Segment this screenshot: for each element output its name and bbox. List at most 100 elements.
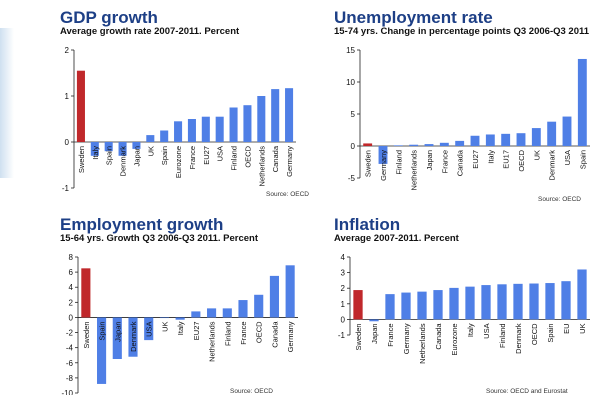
panel-inflation: Inflation Average 2007-2011. Percent -1 0… <box>334 215 600 395</box>
category-label: UK <box>160 321 169 331</box>
category-label: Italy <box>486 150 495 164</box>
bar-canada <box>271 89 280 142</box>
bar-usa <box>481 285 491 320</box>
bar-spain <box>160 130 169 142</box>
category-label: Sweden <box>77 146 86 173</box>
bar-sweden <box>363 143 373 146</box>
bar-oecd <box>529 283 539 320</box>
bar-denmark <box>513 283 523 320</box>
category-label: Italy <box>91 146 100 160</box>
category-label: OECD <box>255 321 264 343</box>
category-label: France <box>239 321 248 344</box>
y-tick-label: -2 <box>66 329 74 338</box>
category-label: Denmark <box>514 323 523 354</box>
bar-uk <box>159 317 169 319</box>
category-label: USA <box>563 150 572 165</box>
bar-usa <box>562 116 572 146</box>
y-tick-label: 8 <box>69 253 74 262</box>
bar-canada <box>269 275 279 318</box>
category-label: France <box>440 150 449 173</box>
category-label: UK <box>578 323 587 333</box>
category-label: Canada <box>434 323 443 350</box>
bar-usa <box>144 317 154 341</box>
bar-italy <box>175 317 185 320</box>
y-tick-label: 2 <box>69 298 74 307</box>
category-label: EU27 <box>471 150 480 169</box>
bar-italy <box>485 134 495 146</box>
bar-sweden <box>353 290 363 320</box>
y-tick-label: 6 <box>69 268 74 277</box>
bar-france <box>187 119 196 142</box>
bar-germany <box>401 292 411 320</box>
chart-inflation: -1 0 1 2 3 4 Sweden Japan France Germany Netherlan… <box>338 253 590 364</box>
category-label: Japan <box>113 321 122 341</box>
chart-unemployment-rate: -5 0 5 10 15 Sweden Germany Finland Netherlands J… <box>346 46 590 191</box>
category-label: Sweden <box>82 321 91 348</box>
bar-japan <box>132 142 141 149</box>
y-tick-label: 2 <box>65 46 70 55</box>
category-label: Canada <box>271 145 280 172</box>
chart-subtitle: 15-74 yrs. Change in percentage points Q… <box>334 26 590 37</box>
chart-title: GDP growth <box>60 8 158 27</box>
category-label: USA <box>145 321 154 336</box>
category-label: Sweden <box>364 150 373 177</box>
y-tick-label: 4 <box>69 283 74 292</box>
category-label: Eurozone <box>450 323 459 355</box>
category-label: Netherlands <box>208 321 217 362</box>
bar-germany <box>378 146 388 164</box>
category-label: France <box>386 323 395 346</box>
category-label: Finland <box>498 323 507 348</box>
chart-title: Employment growth <box>60 215 224 234</box>
bar-uk <box>146 135 155 142</box>
y-tick-label: -4 <box>66 344 74 353</box>
bar-denmark <box>118 142 127 156</box>
y-tick-label: 3 <box>341 269 346 278</box>
bar-oecd <box>243 105 252 142</box>
y-tick-label: -10 <box>61 389 73 395</box>
bar-finland <box>497 284 507 320</box>
panel-gdp-growth: GDP growth Average growth rate 2007-2011… <box>60 8 310 198</box>
bar-eu27 <box>201 116 210 142</box>
category-label: Spain <box>546 323 555 342</box>
category-label: EU <box>562 323 571 333</box>
category-label: OECD <box>530 323 539 345</box>
y-tick-label: -5 <box>348 174 356 183</box>
category-label: Spain <box>105 146 114 165</box>
category-label: Sweden <box>354 323 363 350</box>
y-tick-label: 10 <box>346 78 355 87</box>
bar-spain <box>97 317 107 384</box>
bar-france <box>439 142 449 146</box>
category-label: Netherlands <box>410 150 419 191</box>
category-label: Japan <box>425 150 434 170</box>
category-label: USA <box>216 146 225 161</box>
y-tick-label: 1 <box>65 92 70 101</box>
bar-eurozone <box>449 287 459 320</box>
category-label: Finland <box>394 150 403 175</box>
y-tick-label: 0 <box>341 315 346 324</box>
category-label: Netherlands <box>257 146 266 187</box>
category-label: Denmark <box>129 321 138 352</box>
category-label: France <box>188 146 197 169</box>
category-label: UK <box>532 150 541 160</box>
bar-japan <box>424 144 434 146</box>
y-tick-label: -1 <box>338 331 346 340</box>
category-label: Spain <box>160 146 169 165</box>
category-label: UK <box>146 146 155 156</box>
bar-sweden <box>76 70 85 142</box>
category-label: Eurozone <box>174 146 183 178</box>
category-label: Italy <box>176 321 185 335</box>
category-label: Germany <box>379 150 388 181</box>
bar-france <box>238 300 248 318</box>
category-label: Canada <box>456 149 465 176</box>
chart-source: Source: OECD <box>538 196 581 203</box>
bar-eu27 <box>470 135 480 146</box>
bar-netherlands <box>417 291 427 320</box>
y-tick-label: -6 <box>66 359 74 368</box>
bar-canada <box>433 290 443 320</box>
y-tick-label: -8 <box>66 374 74 383</box>
y-tick-label: 0 <box>351 142 356 151</box>
chart-subtitle: 15-64 yrs. Growth Q3 2006-Q3 2011. Perce… <box>60 233 259 244</box>
chart-subtitle: Average 2007-2011. Percent <box>334 233 459 244</box>
y-tick-label: 0 <box>65 138 70 147</box>
bar-eurozone <box>174 121 183 142</box>
